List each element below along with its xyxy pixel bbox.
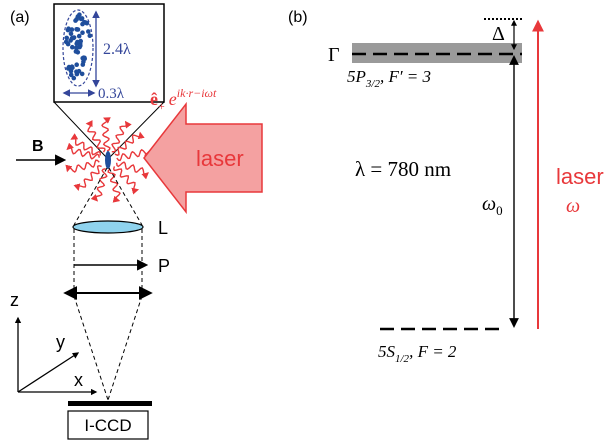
- wavelength-label: λ = 780 nm: [355, 157, 451, 181]
- scattered-photon: [114, 131, 145, 156]
- atom-cloud-inset: 2.4λ 0.3λ: [53, 3, 165, 103]
- atom-dot: [71, 75, 77, 81]
- atom-dot: [78, 43, 83, 49]
- coordinate-axes: z y x: [10, 290, 98, 396]
- scattered-photon: [73, 164, 102, 192]
- gamma-label: Γ: [328, 44, 340, 66]
- polarizer-label: P: [158, 256, 170, 276]
- lower-state-label: 5S1/2, F = 2: [378, 342, 457, 365]
- atom-dot: [64, 35, 69, 41]
- y-axis-label: y: [56, 332, 65, 352]
- atom-cloud: [105, 151, 111, 169]
- atom-dot: [73, 49, 79, 54]
- lens: [72, 220, 144, 234]
- scattered-photon: [111, 120, 132, 153]
- atom-dot: [68, 68, 74, 74]
- atom-dot: [75, 14, 81, 19]
- atom-dot: [80, 30, 85, 35]
- ccd-box: [67, 410, 149, 440]
- inset-frame: [53, 3, 165, 103]
- atom-dot: [69, 35, 75, 41]
- panel-b-label: (b): [288, 9, 308, 26]
- atom-dot: [86, 29, 91, 34]
- atom-dot: [78, 16, 84, 22]
- scattered-photon: [66, 142, 100, 160]
- atom-dot: [87, 33, 93, 38]
- polarization-label: ê+ eik·r−iωt: [150, 86, 217, 113]
- height-label: 2.4λ: [103, 41, 131, 58]
- beam-line-2: [108, 167, 143, 226]
- atom-dot: [75, 39, 80, 45]
- scattered-photon: [107, 168, 121, 203]
- zoom-line-left: [53, 101, 108, 159]
- delta-label: Δ: [492, 23, 505, 45]
- lens-label: L: [158, 218, 168, 238]
- scattered-photon: [65, 159, 100, 173]
- atom-dot: [73, 18, 78, 23]
- atom-dot: [79, 71, 85, 77]
- beam-line-1: [73, 167, 108, 226]
- atom-dots: [63, 12, 93, 81]
- scattered-photon: [90, 168, 108, 202]
- ccd-sensor: [68, 401, 152, 406]
- scattered-photon: [70, 133, 101, 156]
- scattered-photon: [116, 148, 151, 162]
- beam-line-5: [73, 295, 109, 401]
- atom-dot: [81, 55, 86, 60]
- laser-block-arrow: [143, 101, 263, 215]
- panel-a: (a) 2.4λ 0.3λ ê+ eik·r−iωt B laser: [10, 3, 263, 440]
- scattered-photon: [101, 117, 111, 152]
- scattered-photon: [85, 120, 106, 153]
- scattered-photon: [115, 161, 149, 180]
- width-label: 0.3λ: [98, 86, 125, 102]
- upper-state-label: 5P3/2, F′ = 3: [347, 67, 431, 90]
- atom-dot: [83, 20, 88, 25]
- y-axis: [17, 352, 80, 393]
- atom-dot: [69, 27, 75, 32]
- omega-label: ω: [566, 195, 580, 217]
- laser-label-a: laser: [196, 146, 244, 171]
- laser-label-b: laser: [556, 164, 604, 189]
- scattered-photon: [112, 166, 140, 195]
- atom-dot: [69, 64, 75, 69]
- atom-dot: [76, 68, 82, 74]
- atom-dot: [70, 44, 75, 50]
- scattered-light: [65, 117, 151, 203]
- panel-b: (b) Γ 5P3/2, F′ = 3 Δ ω0 λ = 780 nm 5S1/…: [288, 9, 604, 365]
- z-axis-label: z: [10, 290, 19, 310]
- laser-beam: laser: [143, 101, 263, 215]
- x-axis-label: x: [74, 370, 83, 390]
- atom-dot: [76, 33, 82, 39]
- omega0-label: ω0: [482, 193, 503, 218]
- atom-dot: [74, 62, 79, 67]
- atom-dot: [68, 31, 74, 36]
- atom-dot: [74, 45, 79, 50]
- atom-dot: [81, 59, 86, 65]
- beam-line-6: [107, 295, 143, 401]
- b-field-label: B: [32, 138, 44, 155]
- ccd-label: I-CCD: [84, 416, 131, 435]
- atom-dot: [63, 39, 69, 45]
- atom-dot: [74, 27, 80, 32]
- panel-a-label: (a): [10, 9, 30, 26]
- atom-dot: [68, 72, 74, 78]
